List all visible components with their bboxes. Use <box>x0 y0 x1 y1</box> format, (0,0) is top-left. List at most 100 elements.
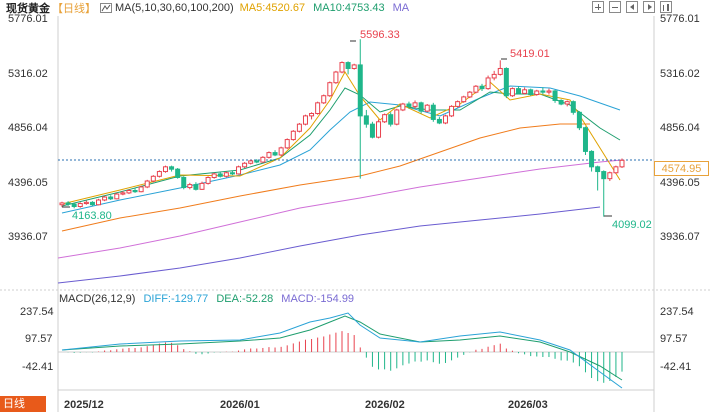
macd-axis-label-right: 237.54 <box>660 306 694 318</box>
candle-body <box>327 82 333 97</box>
candle-body <box>601 171 607 180</box>
candle-body <box>461 96 467 103</box>
ma5-value: MA5:4520.67 <box>239 2 306 14</box>
period-label[interactable]: 【日线】 <box>52 3 96 15</box>
second-high-annotation: 5419.01 <box>510 48 550 60</box>
zoom-in-icon[interactable] <box>592 1 604 13</box>
macd-label: MACD(26,12,9) <box>59 293 136 305</box>
candle-body <box>156 171 162 177</box>
candle-body <box>65 202 71 205</box>
candle-body <box>83 201 89 205</box>
price-label-left: 3936.07 <box>8 231 48 243</box>
candle-body <box>162 166 168 173</box>
candle-body <box>455 101 461 107</box>
candle-body <box>309 112 315 117</box>
ma5-line <box>61 71 621 205</box>
period-logo: 日线 <box>0 396 46 412</box>
low-right-annotation: 4099.02 <box>612 219 652 231</box>
candle-body <box>333 71 339 84</box>
candle-body <box>467 91 473 98</box>
candle-body <box>546 90 552 93</box>
candles-group <box>59 39 625 217</box>
price-label-right: 4396.05 <box>660 177 700 189</box>
candle-body <box>236 166 242 175</box>
candle-body <box>199 182 205 190</box>
candle-body <box>71 203 77 208</box>
macd-axis-label-left: 237.54 <box>20 306 54 318</box>
bar-icon[interactable] <box>660 1 672 13</box>
macd-dea-value: DEA:-52.28 <box>216 293 274 305</box>
candle-body <box>442 115 448 124</box>
candle-body <box>424 104 430 112</box>
candle-body <box>595 166 601 173</box>
candle-body <box>223 172 229 177</box>
scroll-left-icon[interactable] <box>626 1 638 13</box>
candle-body <box>619 159 625 168</box>
candle-body <box>388 114 394 125</box>
x-axis-label: 2026/01 <box>220 399 260 411</box>
candle-body <box>260 156 266 163</box>
candle-body <box>540 90 546 93</box>
candle-body <box>394 109 400 125</box>
candle-body <box>376 121 382 138</box>
low-left-annotation: 4163.80 <box>72 210 112 222</box>
diff-line <box>61 312 623 389</box>
dea-line <box>61 315 623 381</box>
candle-body <box>181 176 187 189</box>
candle-body <box>607 172 613 180</box>
macd-axis-label-left: 97.57 <box>25 333 53 345</box>
candle-body <box>473 85 479 93</box>
zoom-out-icon[interactable] <box>609 1 621 13</box>
candle-body <box>351 64 357 69</box>
scroll-right-icon[interactable] <box>643 1 655 13</box>
candle-body <box>582 127 588 152</box>
candle-body <box>108 196 114 200</box>
candle-body <box>558 99 564 105</box>
macd-header: MACD(26,12,9) DIFF:-129.77 DEA:-52.28 MA… <box>59 293 354 305</box>
candle-body <box>449 105 455 117</box>
candle-body <box>528 89 534 96</box>
candle-body <box>266 152 272 158</box>
macd-axis-label-right: -42.41 <box>660 361 691 373</box>
candle-body <box>485 77 491 90</box>
price-label-left: 4856.04 <box>8 122 48 134</box>
macd-axis-label-right: 97.57 <box>660 333 688 345</box>
candle-body <box>175 168 181 178</box>
price-label-left: 5316.02 <box>8 68 48 80</box>
chart-toolbar <box>592 1 672 13</box>
candle-body <box>187 184 193 189</box>
candle-body <box>552 90 558 101</box>
candle-body <box>479 85 485 90</box>
instrument-title: 现货黄金 <box>6 3 50 15</box>
ma10-line <box>61 87 621 207</box>
candle-body <box>400 103 406 111</box>
ma-settings-icon[interactable] <box>100 3 112 13</box>
candle-body <box>509 88 515 97</box>
price-label-right: 4856.04 <box>660 122 700 134</box>
candle-body <box>217 173 223 177</box>
candle-body <box>296 123 302 132</box>
candle-body <box>576 111 582 129</box>
candle-body <box>229 172 235 175</box>
price-label-left: 4396.05 <box>8 177 48 189</box>
macd-diff-value: DIFF:-129.77 <box>143 293 209 305</box>
price-label-right: 5316.02 <box>660 68 700 80</box>
candle-body <box>406 103 412 107</box>
candle-body <box>522 89 528 94</box>
candle-body <box>89 201 95 206</box>
candle-body <box>102 196 108 201</box>
candle-body <box>418 102 424 112</box>
candle-body <box>363 115 369 125</box>
candle-body <box>369 123 375 138</box>
candle-body <box>96 199 102 206</box>
ma60-line <box>61 123 590 232</box>
candle-body <box>193 184 199 190</box>
candle-body <box>503 67 509 97</box>
candle-body <box>278 147 284 156</box>
candle-body <box>564 101 570 105</box>
candle-body <box>126 190 132 194</box>
candle-body <box>345 62 351 69</box>
price-label-right: 3936.07 <box>660 231 700 243</box>
macd-bars-group <box>67 331 623 383</box>
